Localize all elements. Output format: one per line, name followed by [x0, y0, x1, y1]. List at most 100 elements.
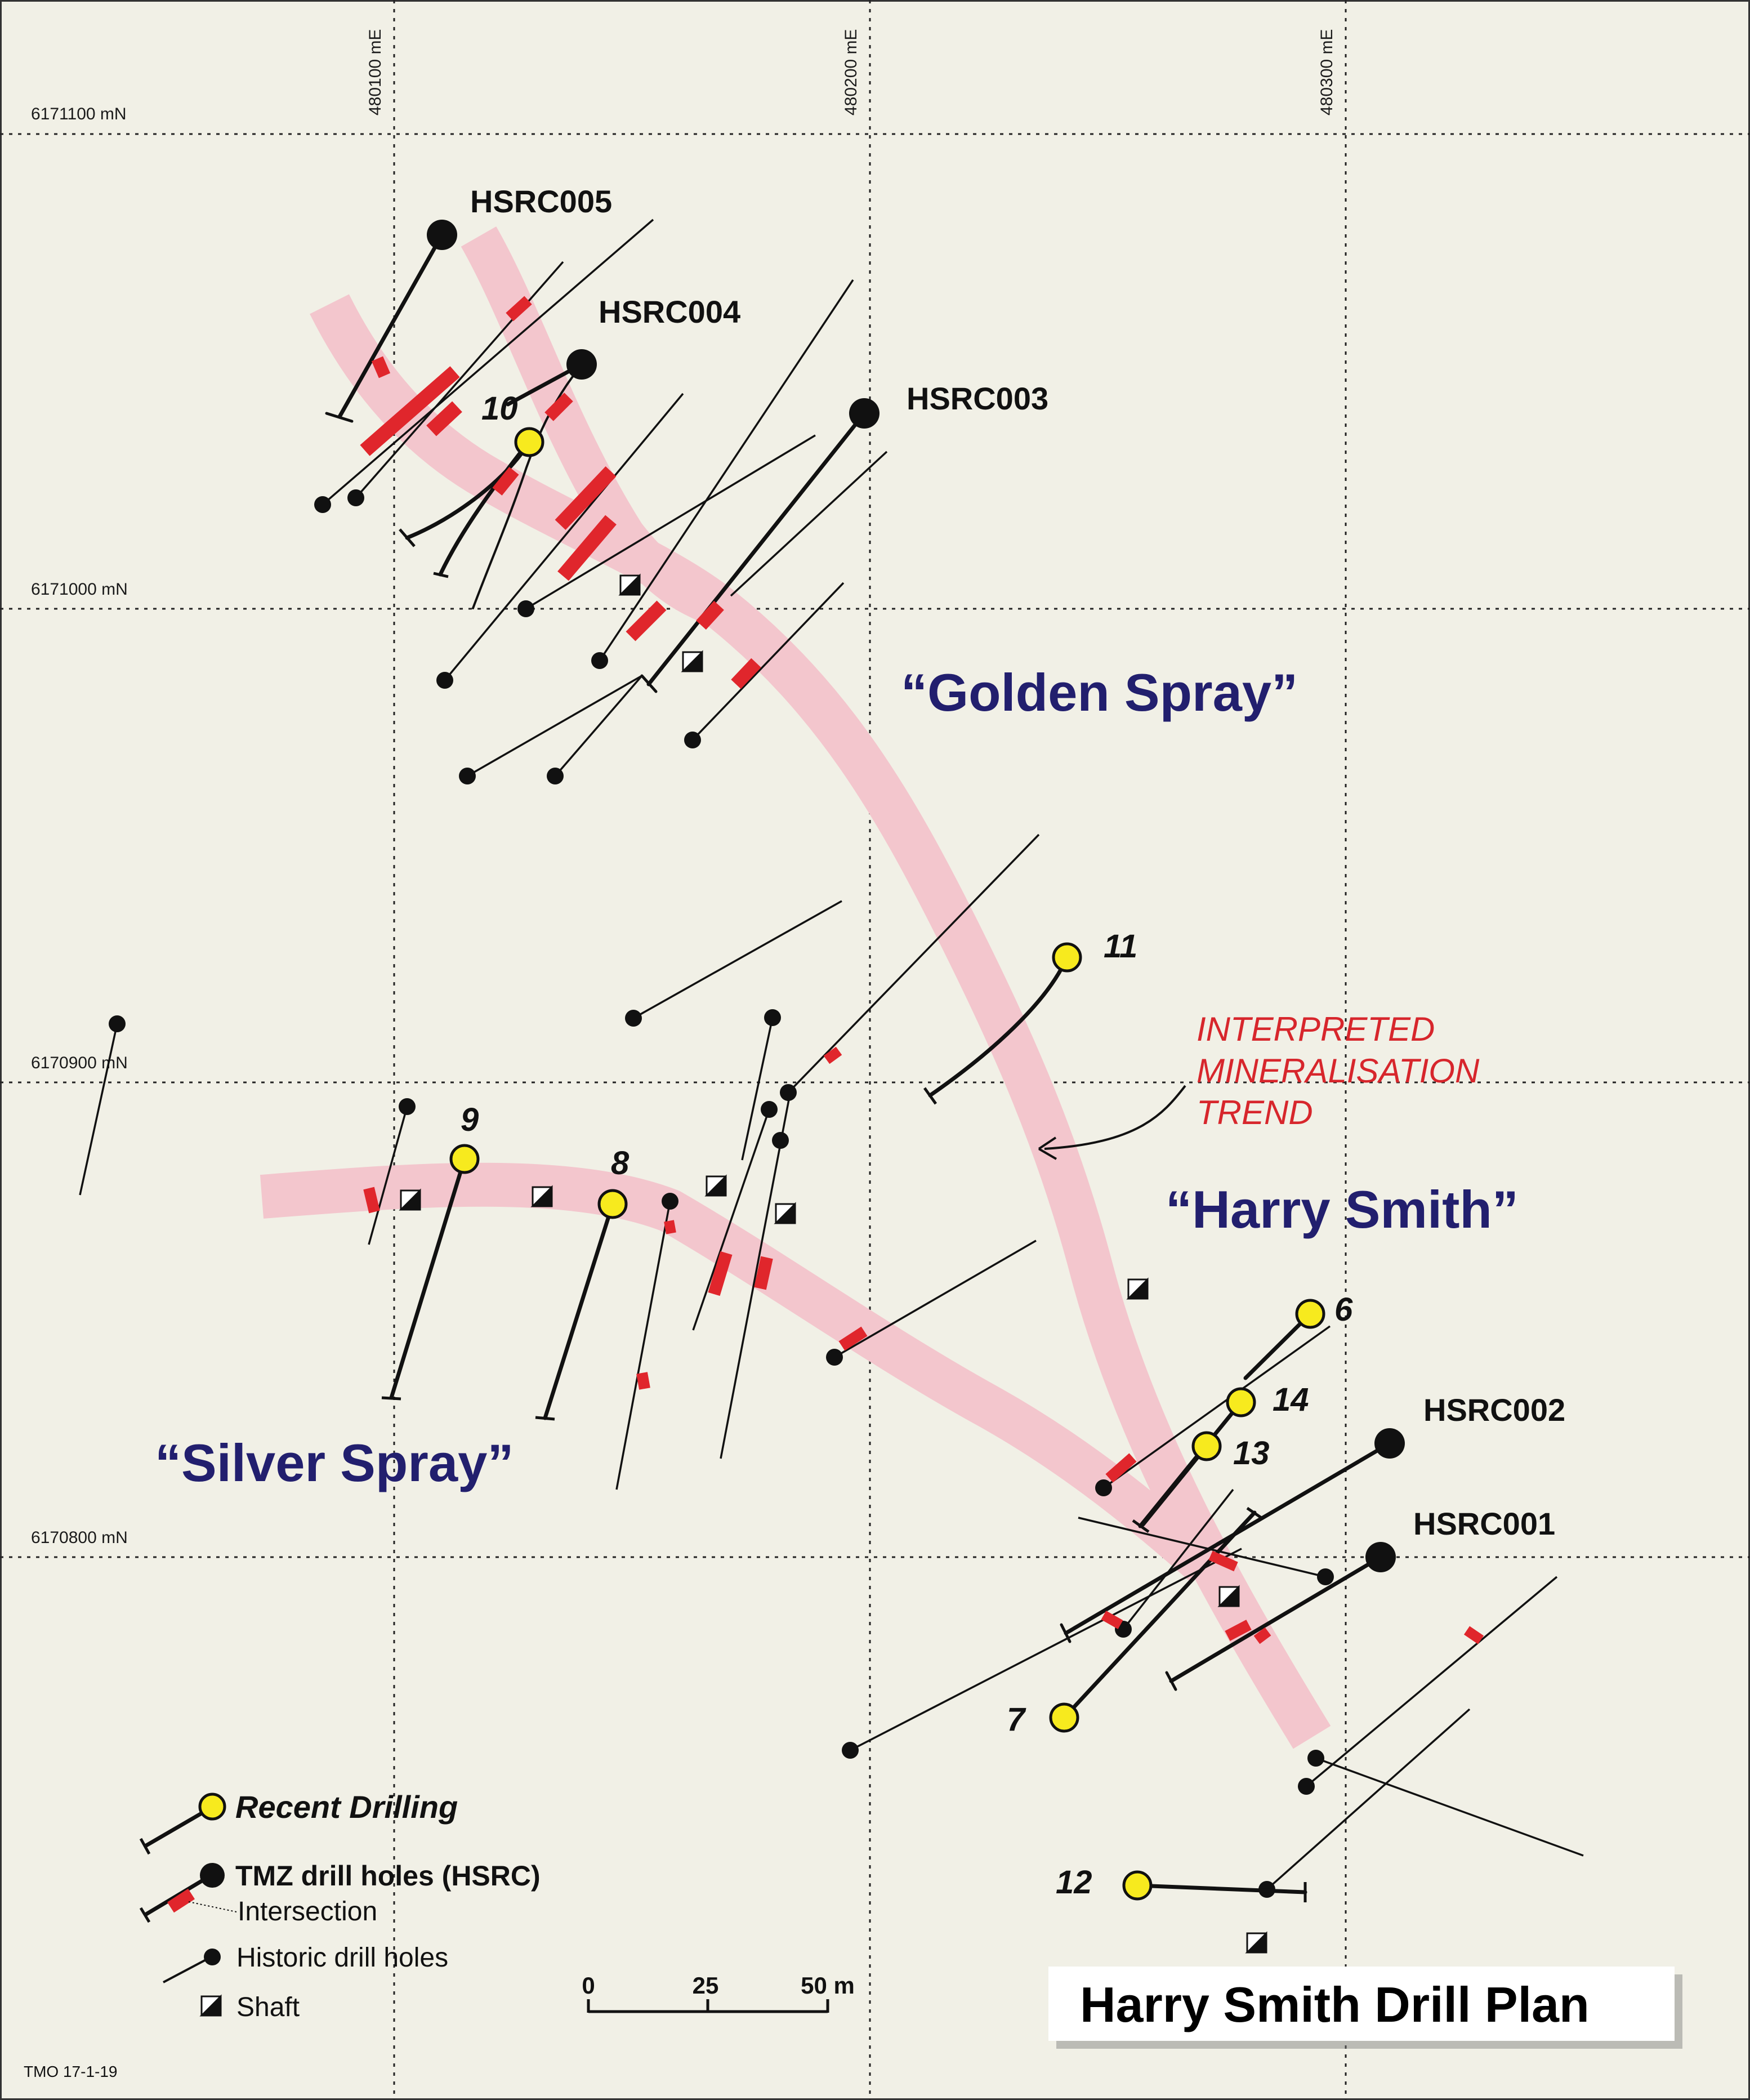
historic-hole-trace [691, 582, 845, 741]
legend: Recent Drilling TMZ drill holes (HSRC) I… [139, 1789, 541, 2022]
golden-spray-trend [310, 294, 1331, 1749]
legend-shaft-label: Shaft [236, 1992, 300, 2022]
easting-label: 480300 mE [1318, 29, 1336, 115]
legend-recent-trace [144, 1805, 212, 1848]
intersection-mark [426, 401, 462, 436]
tmz-collar-hsrc004 [566, 349, 597, 380]
trend-arrow [1044, 1085, 1186, 1150]
hole-end-marker [381, 1396, 401, 1401]
historic-hole-trace [730, 451, 888, 597]
recent-collar-14 [1226, 1387, 1256, 1417]
recent-hole-label-14: 14 [1273, 1381, 1309, 1418]
northing-label: 6170900 mN [31, 1054, 128, 1072]
intersection-mark [1463, 1626, 1484, 1644]
historic-collar [625, 1010, 642, 1027]
title-box: Harry Smith Drill Plan [1048, 1967, 1682, 2049]
scale-label-50: 50 m [801, 1972, 855, 1999]
recent-hole-label-13: 13 [1233, 1435, 1270, 1472]
historic-collar [459, 768, 476, 784]
figure-reference: TMO 17-1-19 [24, 2063, 118, 2080]
legend-historic-collar [204, 1949, 221, 1965]
historic-collar [662, 1193, 678, 1210]
easting-label: 480100 mE [366, 29, 385, 115]
historic-hole-trace [467, 675, 642, 777]
intersection-mark [363, 1187, 380, 1214]
historic-hole-trace [741, 1017, 774, 1161]
golden-spray-label: “Golden Spray” [901, 663, 1298, 722]
historic-collar [780, 1084, 797, 1101]
tmz-hole-trace-hsrc003 [646, 411, 867, 686]
historic-collar [842, 1742, 859, 1759]
historic-collar [826, 1349, 843, 1366]
historic-collar [517, 600, 534, 617]
hole-end-marker [535, 1416, 555, 1421]
historic-collar [761, 1101, 778, 1118]
historic-hole-trace [834, 1240, 1037, 1358]
intersection-mark [1225, 1620, 1252, 1641]
recent-hole-trace-8 [543, 1202, 615, 1420]
trend-label-line-1: INTERPRETED [1197, 1010, 1435, 1048]
historic-hole-trace [79, 1023, 118, 1196]
legend-tmz-label: TMZ drill holes (HSRC) [235, 1860, 541, 1892]
intersection-mark [696, 600, 724, 630]
recent-hole-trace-13 [1141, 1444, 1209, 1527]
intersection-mark [544, 393, 573, 421]
shaft-icon [1217, 1585, 1240, 1607]
historic-hole-trace [1315, 1757, 1584, 1857]
recent-collar-6 [1295, 1299, 1325, 1329]
tmz-hole-traces [325, 233, 1392, 1691]
historic-hole-trace [525, 434, 816, 610]
intersection-mark [626, 600, 667, 641]
arrowhead-icon [1038, 1136, 1057, 1160]
tmz-collar-hsrc002 [1374, 1428, 1405, 1459]
historic-hole-trace [1102, 1325, 1331, 1489]
historic-hole-trace [444, 393, 684, 681]
recent-hole-trace-12 [1135, 1883, 1307, 1894]
recent-collar-13 [1191, 1431, 1222, 1461]
tmz-collar-hsrc001 [1365, 1542, 1396, 1572]
historic-curved-trace [472, 363, 583, 609]
historic-collar [547, 768, 564, 784]
legend-recent-label: Recent Drilling [235, 1789, 458, 1825]
easting-label: 480200 mE [842, 29, 860, 115]
intersection-mark [664, 1220, 676, 1234]
shaft-icon [1126, 1277, 1149, 1300]
intersection-mark [838, 1326, 868, 1351]
legend-historic-label: Historic drill holes [236, 1943, 448, 1973]
hole-end-marker [1060, 1623, 1072, 1643]
historic-collar [314, 496, 331, 513]
hole-end-marker [1246, 1506, 1262, 1519]
shaft-icon [399, 1188, 421, 1211]
hole-label-hsrc002: HSRC002 [1423, 1392, 1565, 1428]
intersection-mark [557, 515, 617, 581]
legend-intersection-mark [167, 1888, 195, 1913]
hole-end-marker [399, 528, 416, 547]
intersection-mark [492, 467, 519, 496]
historic-collar [1298, 1778, 1315, 1795]
northing-label: 6171000 mN [31, 580, 128, 599]
recent-hole-trace-6 [1243, 1312, 1312, 1380]
intersection-mark [731, 658, 761, 689]
trend-label-line-3: TREND [1197, 1094, 1313, 1131]
shaft-icon [530, 1185, 553, 1207]
historic-collar [1307, 1750, 1324, 1767]
hole-end-marker [1132, 1519, 1150, 1533]
legend-tmz-trace [144, 1873, 212, 1917]
shaft-icon [681, 650, 703, 672]
intersection-mark [1253, 1627, 1271, 1644]
recent-hole-trace-9 [389, 1157, 467, 1400]
legend-intersection-leader [188, 1901, 237, 1912]
hole-end-marker [1165, 1671, 1177, 1691]
intersection-mark [823, 1046, 842, 1064]
tmz-hole-trace-hsrc002 [1064, 1441, 1392, 1635]
legend-tmz-collar [200, 1863, 225, 1888]
intersection-mark [371, 356, 391, 378]
historic-hole-trace [1078, 1517, 1326, 1578]
legend-historic-trace [163, 1956, 212, 1983]
recent-collar-12 [1122, 1870, 1153, 1901]
trend-label-line-2: MINERALISATION [1197, 1052, 1480, 1090]
recent-collar-8 [597, 1189, 628, 1219]
